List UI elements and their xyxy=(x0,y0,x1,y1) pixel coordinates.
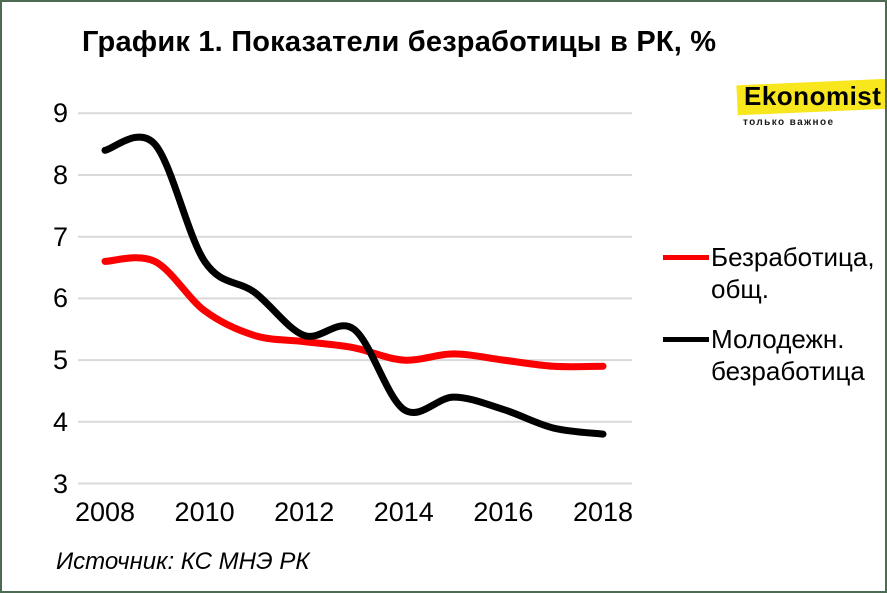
y-tick-label: 5 xyxy=(52,345,68,376)
legend-item-youth-unemployment: Молодежн. безработица xyxy=(663,323,865,387)
legend-label-line: Безработица, xyxy=(711,242,875,272)
legend-label-total-unemployment: Безработица, общ. xyxy=(711,241,875,305)
legend-swatch-black-line xyxy=(663,337,709,342)
x-tick-label: 2018 xyxy=(572,497,634,527)
y-tick-label: 3 xyxy=(52,468,68,499)
legend-label-line: Молодежн. xyxy=(711,324,845,354)
x-tick-label: 2014 xyxy=(373,497,434,527)
series-line-youth-unemployment xyxy=(101,133,607,438)
legend-label-line: общ. xyxy=(711,274,769,304)
y-tick-label: 4 xyxy=(52,406,68,437)
x-tick-label: 2008 xyxy=(74,497,136,527)
series-line-total-unemployment xyxy=(101,254,607,371)
logo-text: Ekonomist xyxy=(739,81,885,114)
y-tick-label: 9 xyxy=(52,98,68,129)
x-tick-label: 2016 xyxy=(473,497,534,527)
x-tick-label: 2010 xyxy=(174,497,235,527)
y-tick-label: 7 xyxy=(52,221,68,252)
chart-title: График 1. Показатели безработицы в РК, % xyxy=(82,26,717,58)
ekonomist-logo: Ekonomist только важное xyxy=(739,81,885,128)
legend-swatch-red-line xyxy=(663,255,709,260)
source-note: Источник: КС МНЭ РК xyxy=(56,548,310,575)
legend-label-line: безработица xyxy=(711,356,865,386)
y-tick-label: 6 xyxy=(52,283,68,314)
logo-tagline: только важное xyxy=(743,117,835,128)
legend-item-total-unemployment: Безработица, общ. xyxy=(663,241,875,305)
y-tick-label: 8 xyxy=(52,160,68,190)
x-tick-label: 2012 xyxy=(274,497,335,527)
legend-label-youth-unemployment: Молодежн. безработица xyxy=(711,323,865,387)
